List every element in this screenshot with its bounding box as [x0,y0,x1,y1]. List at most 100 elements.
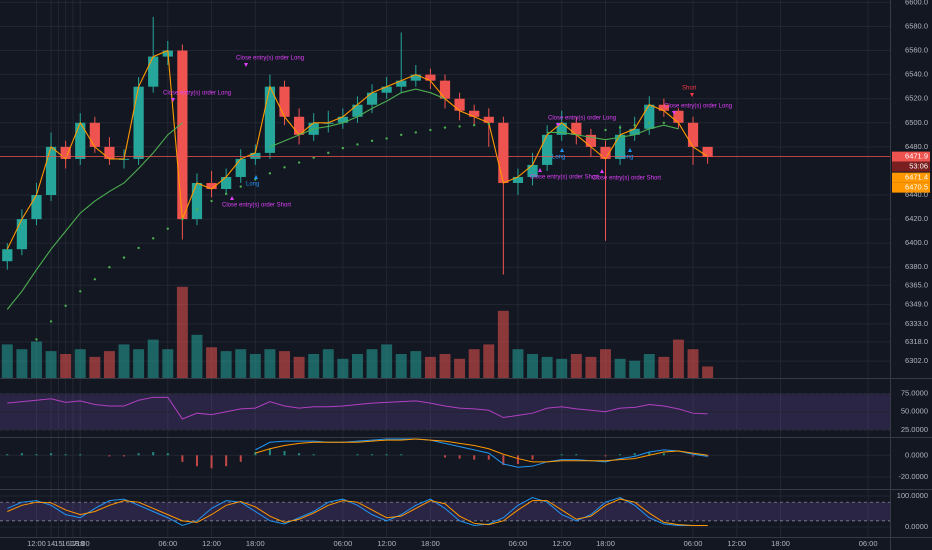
dot [49,320,53,323]
band [0,502,890,521]
dot [297,161,301,164]
volume-bar [235,349,247,378]
x-tick-label: 18:00 [71,539,90,548]
candle-body [75,122,86,159]
histogram-bar [152,452,155,456]
indicator-line [7,496,708,527]
annotation-arrow [230,196,234,200]
volume-bar [308,354,320,378]
dot [414,131,418,134]
volume-bar [337,358,349,378]
y-tick-label: 100.0000 [897,491,928,500]
annotation: Close entry(s) order Long [664,104,732,110]
x-tick-label: 17 [69,539,77,548]
x-tick-label: 16 [61,539,69,548]
dot [443,126,447,129]
candle-body [148,56,159,87]
histogram-bar [298,453,301,456]
dot [458,125,461,128]
histogram-bar [356,454,359,456]
last-price-tag: 6471.9 [905,152,928,161]
annotation: Close entry(s) order Short [530,175,599,181]
volume-bar [279,351,290,378]
x-tick-label: 14 [47,539,55,548]
candle-body [483,116,494,123]
y-tick-label: 6400.0 [905,238,928,247]
dot [487,122,490,126]
histogram-bar [633,453,636,456]
volume-bar [60,354,72,378]
dot [137,246,140,250]
candle-body [279,86,290,117]
histogram-bar [648,452,651,456]
histogram-bar [458,455,461,459]
indicator-line [6,49,708,250]
dot [35,338,38,341]
candle-body [45,146,57,196]
x-tick-label: 18:00 [596,539,615,548]
candle-body [410,74,421,81]
candle-body [89,122,100,147]
volume-bar [293,356,305,378]
volume-bar [249,354,261,378]
candle-body [235,158,246,177]
candle-body [571,122,582,135]
price-tag: 6470.5 [905,183,928,192]
annotation-arrow [538,168,542,172]
candle-body [206,182,217,189]
candle-body [2,249,13,262]
volume-bar [512,349,524,378]
volume-bar [45,351,57,378]
histogram-bar [692,455,695,457]
histogram-bar [225,455,228,467]
volume-bar [614,358,626,378]
annotation: Close entry(s) order Long [548,116,616,122]
dot [181,217,184,221]
histogram-bar [6,454,9,456]
volume-bar [424,356,436,378]
volume-bar [658,356,670,378]
histogram-bar [662,453,665,456]
candle-body [250,152,261,159]
candle-body [425,74,436,81]
histogram-bar [108,455,111,457]
candle-body [191,182,203,220]
x-tick-label: 06:00 [859,539,878,548]
candle-body [658,104,669,111]
last-price-tag-bg [892,151,930,162]
candle-body [31,195,42,220]
x-tick-label: 06:00 [333,539,352,548]
dot [648,121,651,124]
volume-bar [133,349,145,378]
marks-layer [0,16,890,527]
y-tick-label: 0.0000 [905,450,928,459]
histogram-bar [400,454,403,456]
y-tick-label: 6302.0 [905,356,928,365]
y-tick-label: 6380.0 [905,262,928,271]
annotation-arrow [254,175,258,179]
y-tick-label: -20.0000 [898,472,928,481]
candle-body [439,80,451,99]
histogram-bar [79,454,82,456]
volume-bar [687,349,699,378]
histogram-bar [20,453,23,456]
annotation-arrow [690,93,694,97]
candle-body [104,146,115,159]
histogram-bar [283,450,286,456]
volume-bar [16,349,28,378]
volume-bar [1,344,13,378]
candle-body [542,134,553,165]
candle-body [614,134,626,159]
volume-bar [264,349,276,378]
histogram-bar [137,453,140,456]
annotation-arrow [600,169,604,173]
histogram-bar [210,455,213,469]
y-tick-label: 6560.0 [905,46,928,55]
dot [195,208,199,211]
histogram-bar [473,455,476,460]
volume-bar [702,366,714,378]
histogram-bar [619,454,622,456]
volume-bar [629,360,641,378]
